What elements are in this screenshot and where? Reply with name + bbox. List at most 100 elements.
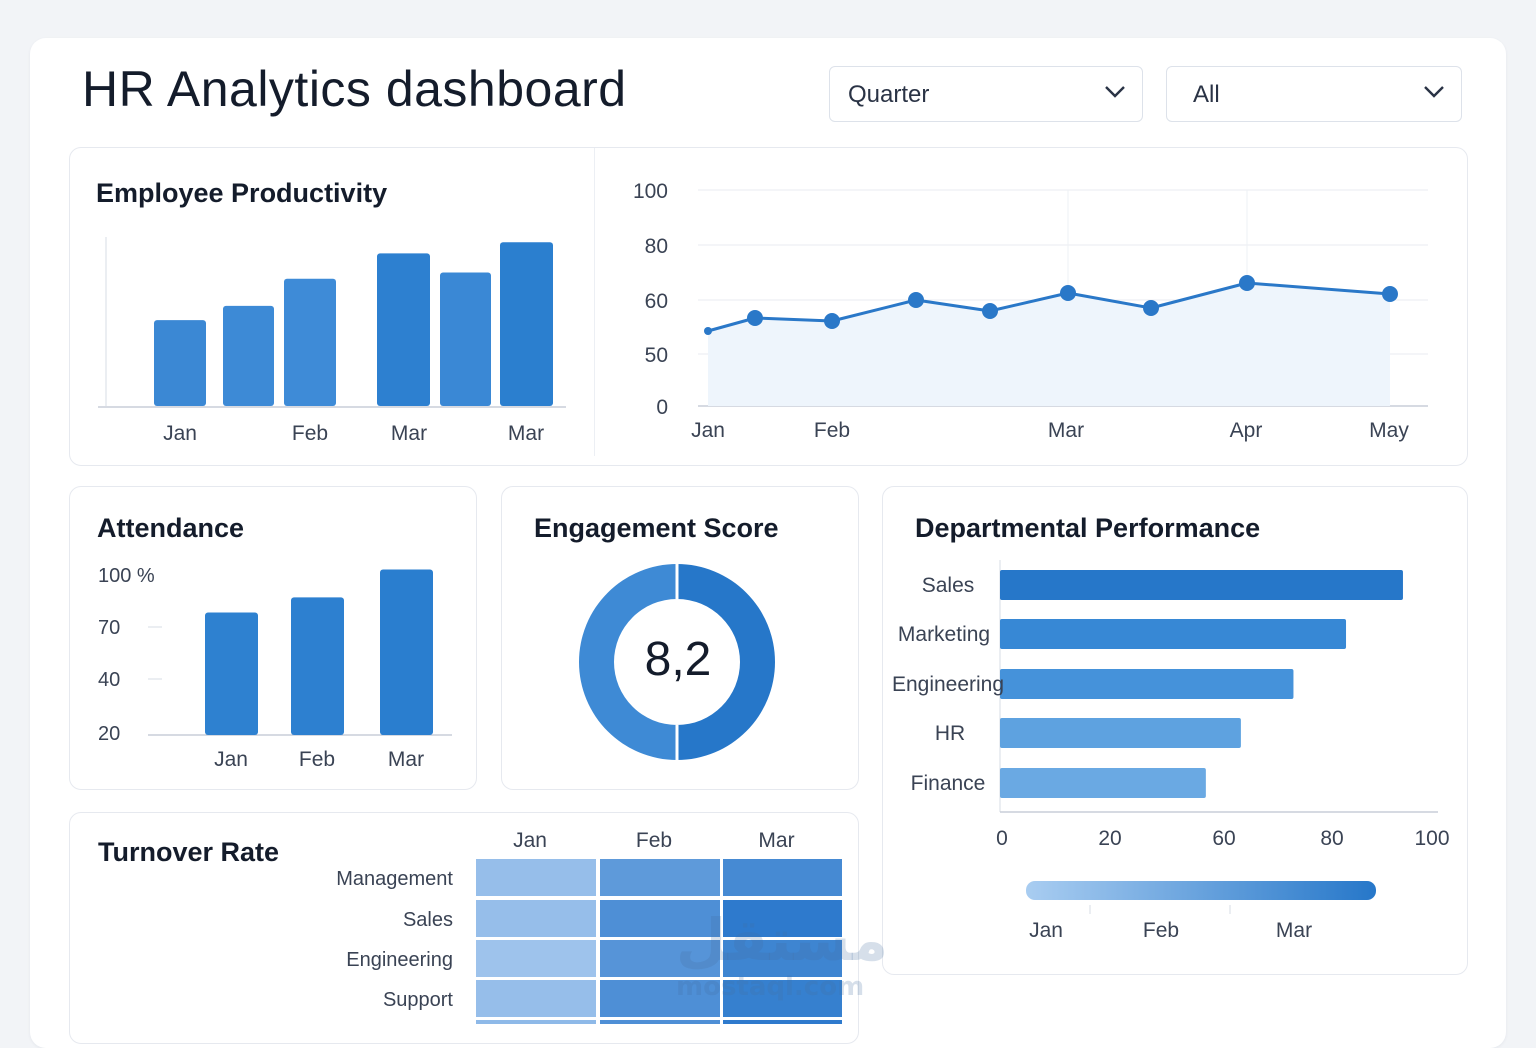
column-label: Jan [513,829,547,852]
x-tick-label: May [1369,419,1409,442]
productivity-line-chart: 100 80 60 50 0 Jan Feb Mar Apr May [633,180,1428,442]
data-point [1239,275,1255,291]
bar [500,242,553,406]
heatmap-cell [600,940,720,977]
watermark-logo: مستقل [676,906,889,974]
row-label: Sales [403,909,453,931]
y-tick-label: 40 [98,669,120,691]
data-point [908,292,924,308]
x-tick-label: 0 [996,827,1008,850]
y-tick-label: 50 [645,344,668,367]
filter-select-value: All [1193,81,1220,108]
line-area [708,283,1390,406]
x-tick-label: Jan [691,419,725,442]
data-point [704,327,712,335]
page-title: HR Analytics dashboard [82,61,627,117]
row-label: Support [383,989,453,1011]
attendance-title: Attendance [97,513,245,543]
y-tick-label: Marketing [898,623,990,646]
heatmap-cell [600,900,720,937]
productivity-title: Employee Productivity [96,178,388,208]
bar [284,278,336,406]
turnover-heatmap: Jan Feb Mar Management Sales Engineering Suppo… [336,829,842,1024]
y-tick-label: Sales [922,574,975,597]
data-point [982,303,998,319]
x-tick-label: 60 [1212,827,1235,850]
bar [205,612,258,735]
heatmap-cell [600,1020,720,1024]
chevron-down-icon [1424,86,1444,98]
departmental-title: Departmental Performance [915,513,1261,543]
legend-label: Jan [1029,919,1063,942]
data-point [1060,285,1076,301]
x-tick-label: Jan [163,422,197,445]
data-point [1143,300,1159,316]
bar [1000,570,1403,600]
x-tick-label: Feb [292,422,328,445]
heatmap-cell [723,980,842,1017]
y-tick-label: 70 [98,617,120,639]
heatmap-cell [600,859,720,896]
data-point [824,313,840,329]
color-legend-bar [1026,881,1376,900]
x-tick-label: 100 [1414,827,1449,850]
y-tick-label: Finance [911,772,986,795]
column-label: Mar [758,829,794,852]
bar [1000,768,1206,798]
attendance-bar-chart: 100 % 70 40 20 Jan Feb Mar [98,565,452,771]
y-tick-label: 60 [645,290,668,313]
x-tick-label: Feb [299,748,335,771]
filter-select[interactable]: All [1166,66,1462,122]
x-tick-label: Feb [814,419,850,442]
watermark-url: mostaql.com [676,972,865,1002]
row-label: Engineering [346,949,453,971]
legend-label: Mar [1276,919,1312,942]
card-divider [594,148,595,456]
productivity-bar-chart: Jan Feb Mar Mar [98,237,566,445]
heatmap-cell [476,900,596,937]
heatmap-cell [476,980,596,1017]
heatmap-cell [476,940,596,977]
x-tick-label: Mar [388,748,424,771]
y-tick-label: 20 [98,723,120,745]
bar [291,597,344,735]
bar [1000,669,1294,699]
donut-segment [677,564,775,760]
y-tick-label: 80 [645,235,668,258]
departmental-bar-chart: Sales Marketing Engineering HR Finance 0 20 60 8… [892,560,1450,942]
engagement-donut [579,564,775,760]
bar [1000,619,1347,649]
heatmap-cell [723,940,842,977]
x-tick-label: Mar [508,422,544,445]
x-tick-label: Mar [1048,419,1084,442]
column-label: Feb [636,829,672,852]
heatmap-cell [476,859,596,896]
x-tick-label: 80 [1320,827,1343,850]
y-tick-label: Engineering [892,673,1004,696]
heatmap-cell [600,980,720,1017]
engagement-score-value: 8,2 [644,633,712,686]
row-label: Management [336,868,453,890]
x-tick-label: Jan [214,748,248,771]
data-point [747,310,763,326]
heatmap-cell [723,1020,842,1024]
engagement-card: Engagement Score [501,486,859,790]
y-tick-label: 100 % [98,565,155,587]
y-tick-label: 100 [633,180,668,203]
bar [380,569,433,735]
heatmap-cell [476,1020,596,1024]
heatmap-cell [723,859,842,896]
bar [1000,718,1241,748]
bar [223,305,274,406]
x-tick-label: Apr [1230,419,1263,442]
bar [154,320,206,406]
y-tick-label: HR [935,722,965,745]
data-point [1382,286,1398,302]
period-select-value: Quarter [848,81,930,108]
turnover-title: Turnover Rate [98,837,280,867]
donut-segment [579,564,677,760]
x-tick-label: Mar [391,422,427,445]
period-select[interactable]: Quarter [829,66,1143,122]
legend-label: Feb [1143,919,1179,942]
bar [440,272,491,406]
